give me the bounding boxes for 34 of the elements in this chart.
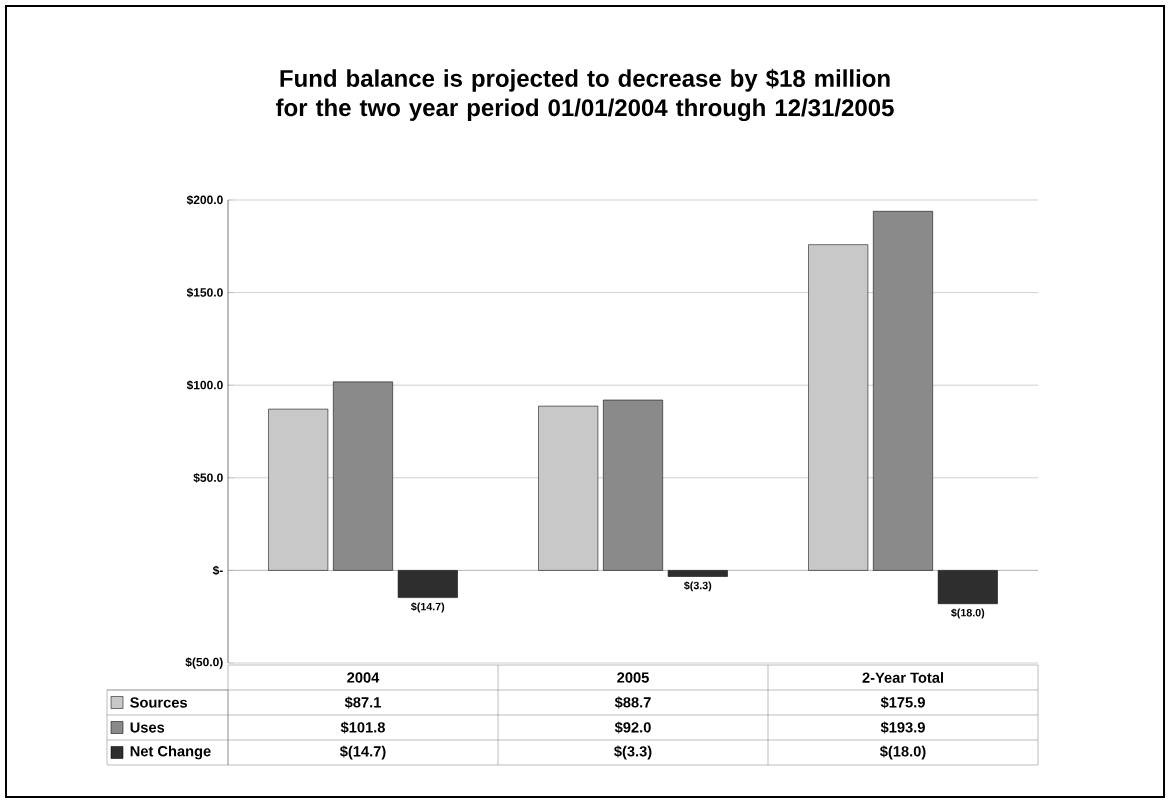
y-tick-label: $(50.0) [185,657,223,669]
y-tick-label: $50.0 [193,472,223,483]
data-label: $(18.0) [879,745,926,760]
y-tick-label: $200.0 [186,195,223,205]
data-label: $92.0 [614,721,651,734]
data-label: $(3.3) [614,745,652,760]
data-label: $101.8 [340,721,385,734]
data-label: $175.9 [880,696,925,709]
x-tick-label: 2005 [617,672,649,683]
y-tick-label: $150.0 [186,287,223,298]
x-tick-label: 2004 [347,672,380,683]
data-label: $193.9 [880,721,925,734]
data-label: $87.1 [344,696,381,709]
bar [268,408,329,571]
bar [808,244,869,571]
y-tick-label: $100.0 [186,380,223,391]
bar [603,399,663,571]
bar [538,405,599,571]
text: $(18.0) [951,608,985,619]
chart-title: Fund balance is projected to decrease by $18 million for the two year period 01/01/2004 through 12/31/2005 [275,68,894,122]
text: $(3.3) [684,581,712,592]
text: $(14.7) [411,602,445,613]
legend-label: Net Change [130,745,211,760]
legend-label: Uses [130,722,165,733]
legend-label: Sources [130,697,187,708]
y-tick-label: $- [212,565,223,576]
x-tick-label: 2-Year Total [862,672,943,683]
data-label: $(14.7) [339,745,386,760]
bar [397,570,458,598]
bar [333,381,393,571]
bar [667,570,728,577]
bar [873,211,933,571]
data-label: $88.7 [614,696,651,709]
bar [937,570,998,604]
